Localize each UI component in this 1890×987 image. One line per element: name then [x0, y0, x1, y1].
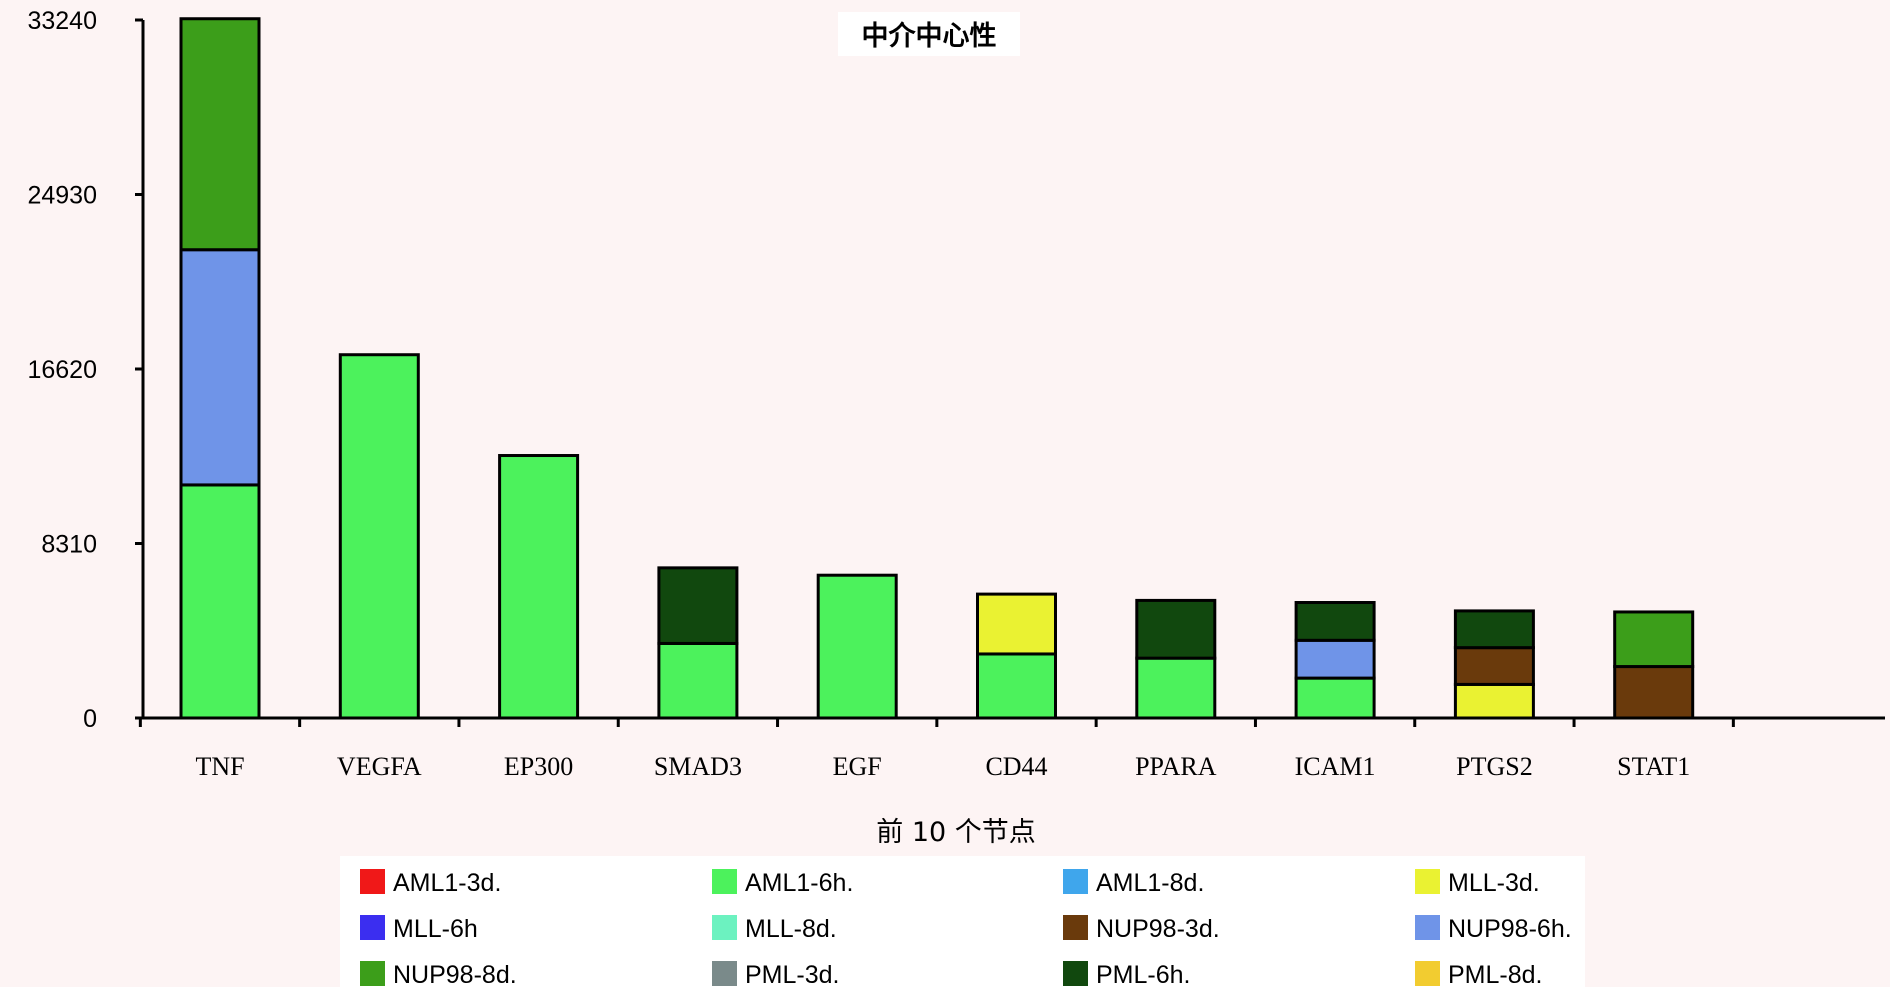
y-tick-label-1: 8310	[41, 531, 97, 559]
legend-label-NUP98-8d.: NUP98-8d.	[393, 961, 517, 987]
bar-segment-STAT1-NUP98-8d.	[1613, 610, 1695, 669]
category-label-SMAD3: SMAD3	[654, 752, 742, 781]
legend-label-MLL-6h: MLL-6h	[393, 915, 478, 943]
y-tick-label-0: 0	[83, 705, 97, 733]
category-label-TNF: TNF	[195, 752, 244, 781]
y-tick-label-3: 24930	[27, 182, 97, 210]
bar-segment-PPARA-PML-6h.	[1135, 598, 1217, 660]
bar-segment-CD44-MLL-3d.	[976, 592, 1057, 656]
bar-segment-TNF-NUP98-6h.	[179, 248, 261, 487]
bar-segment-STAT1-NUP98-3d.	[1613, 665, 1695, 720]
category-label-PPARA: PPARA	[1135, 752, 1217, 781]
legend-background	[340, 856, 1585, 987]
legend-swatch-PML-3d.	[712, 961, 737, 986]
bar-segment-EGF-AML1-6h.	[816, 573, 898, 720]
legend-label-AML1-8d.: AML1-8d.	[1096, 869, 1204, 897]
legend-label-PML-8d.: PML-8d.	[1448, 961, 1542, 987]
legend-swatch-NUP98-8d.	[360, 961, 385, 986]
legend-label-PML-3d.: PML-3d.	[745, 961, 839, 987]
legend-label-AML1-3d.: AML1-3d.	[393, 869, 501, 897]
legend-label-NUP98-6h.: NUP98-6h.	[1448, 915, 1572, 943]
legend-swatch-NUP98-6h.	[1415, 915, 1440, 940]
bar-segment-TNF-NUP98-8d.	[179, 17, 261, 252]
bar-segment-PTGS2-NUP98-3d.	[1453, 646, 1535, 686]
y-tick-label-4: 33240	[27, 7, 97, 35]
y-tick-label-2: 16620	[27, 356, 97, 384]
bar-segment-ICAM1-PML-6h.	[1294, 601, 1376, 642]
category-label-ICAM1: ICAM1	[1295, 752, 1376, 781]
bar-segment-PPARA-AML1-6h.	[1135, 656, 1217, 720]
legend-swatch-MLL-3d.	[1415, 869, 1440, 894]
legend-swatch-NUP98-3d.	[1063, 915, 1088, 940]
legend-swatch-MLL-8d.	[712, 915, 737, 940]
legend-label-MLL-3d.: MLL-3d.	[1448, 869, 1540, 897]
chart-title: 中介中心性	[862, 21, 997, 52]
bar-segment-PTGS2-MLL-3d.	[1453, 682, 1535, 720]
title-background	[838, 12, 1020, 56]
bar-segment-ICAM1-NUP98-6h.	[1294, 638, 1376, 680]
legend-label-PML-6h.: PML-6h.	[1096, 961, 1190, 987]
bar-segment-SMAD3-AML1-6h.	[657, 641, 739, 720]
legend-label-MLL-8d.: MLL-8d.	[745, 915, 837, 943]
category-label-VEGFA: VEGFA	[337, 752, 422, 781]
legend-swatch-AML1-8d.	[1063, 869, 1088, 894]
legend-swatch-MLL-6h	[360, 915, 385, 940]
legend-label-AML1-6h.: AML1-6h.	[745, 869, 853, 897]
bar-segment-ICAM1-AML1-6h.	[1294, 676, 1376, 720]
bar-segment-TNF-AML1-6h.	[179, 483, 261, 720]
category-label-CD44: CD44	[985, 752, 1047, 781]
bar-segment-CD44-AML1-6h.	[976, 652, 1057, 720]
legend-swatch-AML1-3d.	[360, 869, 385, 894]
category-label-EGF: EGF	[833, 752, 882, 781]
x-axis-label: 前 10 个节点	[876, 817, 1036, 848]
legend-swatch-PML-8d.	[1415, 961, 1440, 986]
legend-swatch-PML-6h.	[1063, 961, 1088, 986]
legend-swatch-AML1-6h.	[712, 869, 737, 894]
bar-segment-EP300-AML1-6h.	[498, 454, 580, 720]
category-label-STAT1: STAT1	[1617, 752, 1690, 781]
bar-segment-SMAD3-PML-6h.	[657, 566, 739, 645]
legend-label-NUP98-3d.: NUP98-3d.	[1096, 915, 1220, 943]
bar-segment-VEGFA-AML1-6h.	[338, 353, 420, 720]
category-label-EP300: EP300	[504, 752, 573, 781]
bar-segment-PTGS2-PML-6h.	[1453, 609, 1535, 650]
category-label-PTGS2: PTGS2	[1456, 752, 1533, 781]
